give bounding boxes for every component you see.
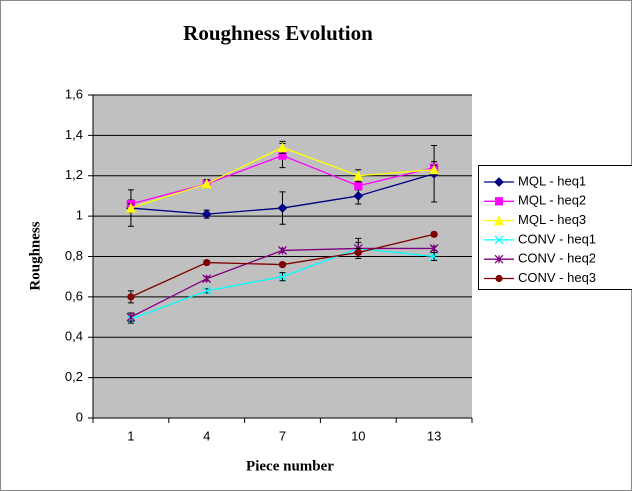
marker — [278, 272, 287, 282]
marker — [354, 248, 362, 257]
chart-title: Roughness Evolution — [183, 21, 373, 45]
y-tick-label: 0,2 — [65, 369, 83, 384]
marker — [429, 164, 440, 175]
marker — [429, 244, 439, 253]
x-axis-label: Piece number — [246, 458, 334, 474]
marker — [494, 215, 504, 226]
legend-label: MQL - heq2 — [518, 193, 586, 208]
y-tick-label: 1,4 — [65, 127, 83, 142]
marker — [494, 254, 504, 264]
marker — [494, 235, 504, 245]
y-tick-label: 0,6 — [65, 288, 83, 303]
marker — [201, 209, 212, 219]
marker — [125, 202, 136, 213]
marker — [353, 191, 364, 201]
marker — [201, 178, 212, 189]
y-axis-label: Roughness — [27, 221, 43, 290]
y-tick-label: 1,6 — [65, 86, 83, 101]
marker — [126, 312, 136, 322]
marker — [203, 258, 211, 267]
x-tick-label: 13 — [427, 428, 441, 443]
marker — [429, 252, 439, 261]
y-tick-label: 1 — [76, 208, 83, 223]
marker — [127, 293, 135, 301]
marker — [277, 203, 288, 213]
marker — [494, 177, 504, 187]
x-tick-label: 4 — [203, 428, 210, 443]
marker — [354, 181, 363, 190]
legend-label: CONV - heq1 — [518, 231, 596, 246]
marker — [202, 286, 212, 296]
y-tick-label: 0,4 — [65, 329, 83, 344]
marker — [495, 274, 503, 283]
marker — [278, 260, 287, 269]
legend-label: CONV - heq3 — [518, 270, 596, 285]
x-tick-label: 1 — [127, 428, 134, 443]
legend-label: MQL - heq1 — [518, 173, 586, 188]
y-tick-label: 0,8 — [65, 248, 83, 263]
y-tick-label: 0 — [76, 409, 83, 424]
marker — [277, 142, 288, 153]
x-tick-label: 7 — [279, 428, 286, 443]
marker — [494, 197, 504, 206]
marker — [202, 274, 212, 284]
legend-label: MQL - heq3 — [518, 212, 586, 227]
y-tick-label: 1,2 — [65, 167, 83, 182]
x-tick-label: 10 — [351, 428, 365, 443]
marker — [278, 246, 287, 255]
legend-box — [478, 165, 632, 290]
marker — [430, 230, 438, 238]
marker — [353, 170, 364, 181]
legend-label: CONV - heq2 — [518, 251, 596, 266]
